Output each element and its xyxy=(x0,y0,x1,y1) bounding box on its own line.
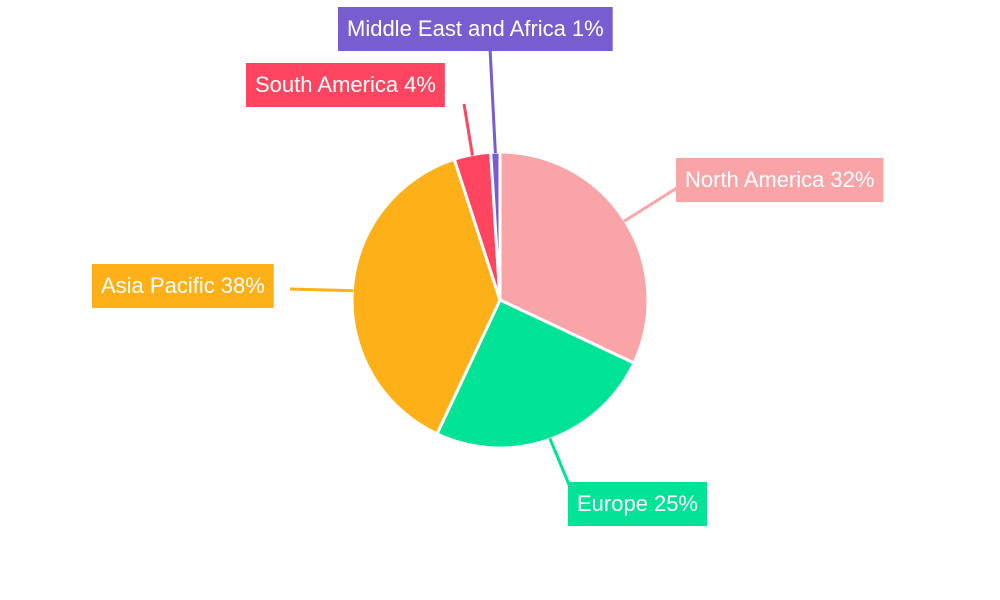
label-category: North America xyxy=(685,167,825,192)
label-value: 38% xyxy=(221,273,265,298)
data-label: North America 32% xyxy=(676,158,884,202)
data-label: Asia Pacific 38% xyxy=(92,264,274,308)
leader-line xyxy=(623,184,681,223)
label-box xyxy=(568,482,707,526)
label-value: 25% xyxy=(654,491,698,516)
leader-line xyxy=(462,103,474,156)
label-category: South America xyxy=(255,72,399,97)
leader-line xyxy=(289,287,354,293)
label-value: 32% xyxy=(830,167,874,192)
leader-line xyxy=(548,437,572,488)
label-value: 4% xyxy=(404,72,436,97)
label-box xyxy=(92,264,274,308)
data-label: Europe 25% xyxy=(568,482,707,526)
label-category: Middle East and Africa xyxy=(347,16,567,41)
label-text: North America 32% xyxy=(685,167,874,192)
label-text: South America 4% xyxy=(255,72,436,97)
label-box xyxy=(246,63,445,107)
leader-line xyxy=(488,47,497,154)
label-box xyxy=(676,158,884,202)
data-label: Middle East and Africa 1% xyxy=(338,7,613,51)
label-text: Middle East and Africa 1% xyxy=(347,16,604,41)
label-category: Europe xyxy=(577,491,648,516)
label-category: Asia Pacific xyxy=(101,273,215,298)
data-label: South America 4% xyxy=(246,63,445,107)
label-text: Europe 25% xyxy=(577,491,698,516)
label-text: Asia Pacific 38% xyxy=(101,273,265,298)
label-box xyxy=(338,7,613,51)
label-value: 1% xyxy=(572,16,604,41)
